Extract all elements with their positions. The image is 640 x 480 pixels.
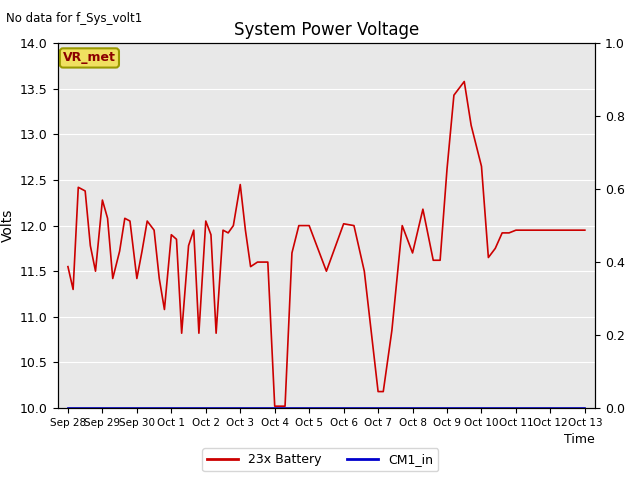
23x Battery: [350, 223, 358, 228]
23x Battery: [460, 79, 468, 84]
23x Battery: [581, 228, 589, 233]
23x Battery: [259, 259, 266, 265]
Legend: 23x Battery, CM1_in: 23x Battery, CM1_in: [202, 448, 438, 471]
Line: 23x Battery: 23x Battery: [68, 82, 585, 406]
X-axis label: Time: Time: [564, 433, 595, 446]
Title: System Power Voltage: System Power Voltage: [234, 21, 419, 39]
23x Battery: [271, 403, 278, 409]
23x Battery: [74, 184, 82, 190]
Text: No data for f_Sys_volt1: No data for f_Sys_volt1: [6, 12, 143, 24]
23x Battery: [540, 228, 547, 233]
23x Battery: [121, 216, 129, 221]
23x Battery: [564, 228, 572, 233]
23x Battery: [64, 264, 72, 269]
Text: VR_met: VR_met: [63, 51, 116, 64]
Y-axis label: Volts: Volts: [1, 209, 15, 242]
